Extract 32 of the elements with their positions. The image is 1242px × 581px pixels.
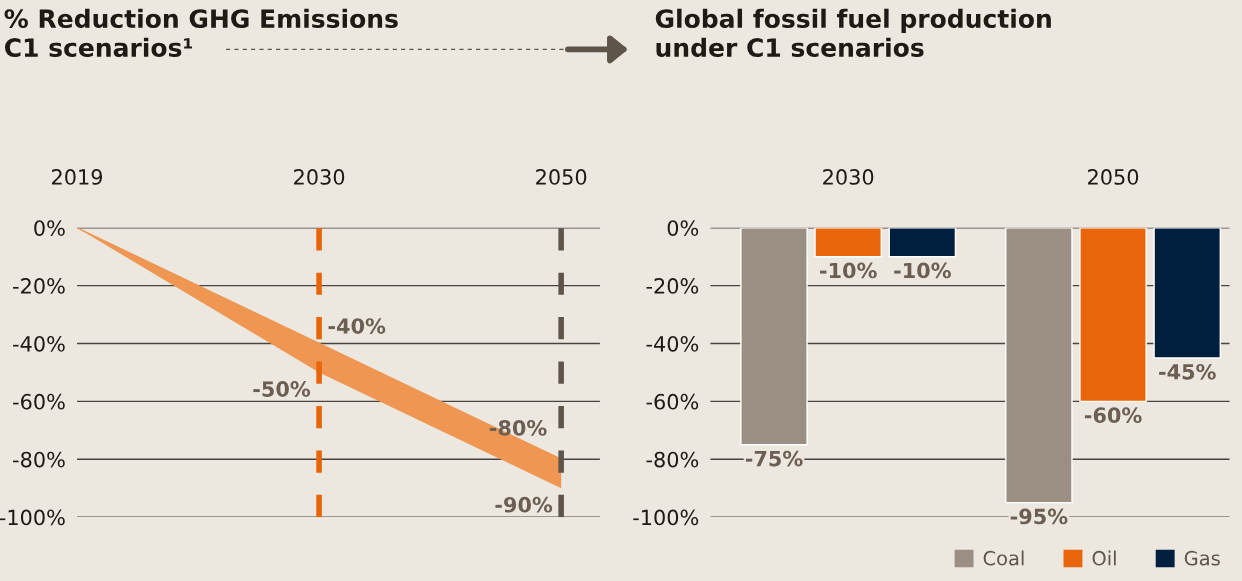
data-label: -60% xyxy=(1084,407,1142,424)
x-tick-label: 2030 xyxy=(823,169,874,185)
legend-label: Gas xyxy=(1184,550,1220,566)
x-tick-label: 2050 xyxy=(536,169,587,185)
chart-title: Global fossil fuel production under C1 scenarios xyxy=(655,8,1051,58)
y-tick-label: -80% xyxy=(646,451,699,468)
y-tick-label: -80% xyxy=(13,451,65,468)
y-tick-label: -20% xyxy=(13,278,65,294)
data-label: -95% xyxy=(1010,508,1068,525)
data-label: -45% xyxy=(1159,363,1216,380)
y-tick-label: -40% xyxy=(646,335,699,352)
y-tick-label: -40% xyxy=(13,335,65,352)
annotation: -90% xyxy=(495,496,553,513)
annotation: -50% xyxy=(253,381,311,397)
y-tick-label: -20% xyxy=(646,278,699,294)
y-tick-label: 0% xyxy=(34,220,65,236)
y-tick-label: 0% xyxy=(667,220,699,236)
data-label: -75% xyxy=(745,450,803,467)
x-tick-label: 2019 xyxy=(52,169,103,185)
legend-label: Coal xyxy=(983,550,1024,566)
legend-label: Oil xyxy=(1092,550,1116,566)
y-tick-label: -100% xyxy=(0,509,65,526)
annotation: -80% xyxy=(489,419,547,436)
data-label: -10% xyxy=(894,262,951,279)
y-tick-label: -100% xyxy=(633,509,699,526)
data-label: -10% xyxy=(820,262,877,279)
x-tick-label: 2030 xyxy=(294,169,345,185)
chart-title: % Reduction GHG Emissions C1 scenarios¹ xyxy=(4,8,398,58)
x-tick-label: 2050 xyxy=(1088,169,1139,185)
annotation: -40% xyxy=(328,318,386,334)
y-tick-label: -60% xyxy=(13,393,65,410)
y-tick-label: -60% xyxy=(646,393,699,410)
